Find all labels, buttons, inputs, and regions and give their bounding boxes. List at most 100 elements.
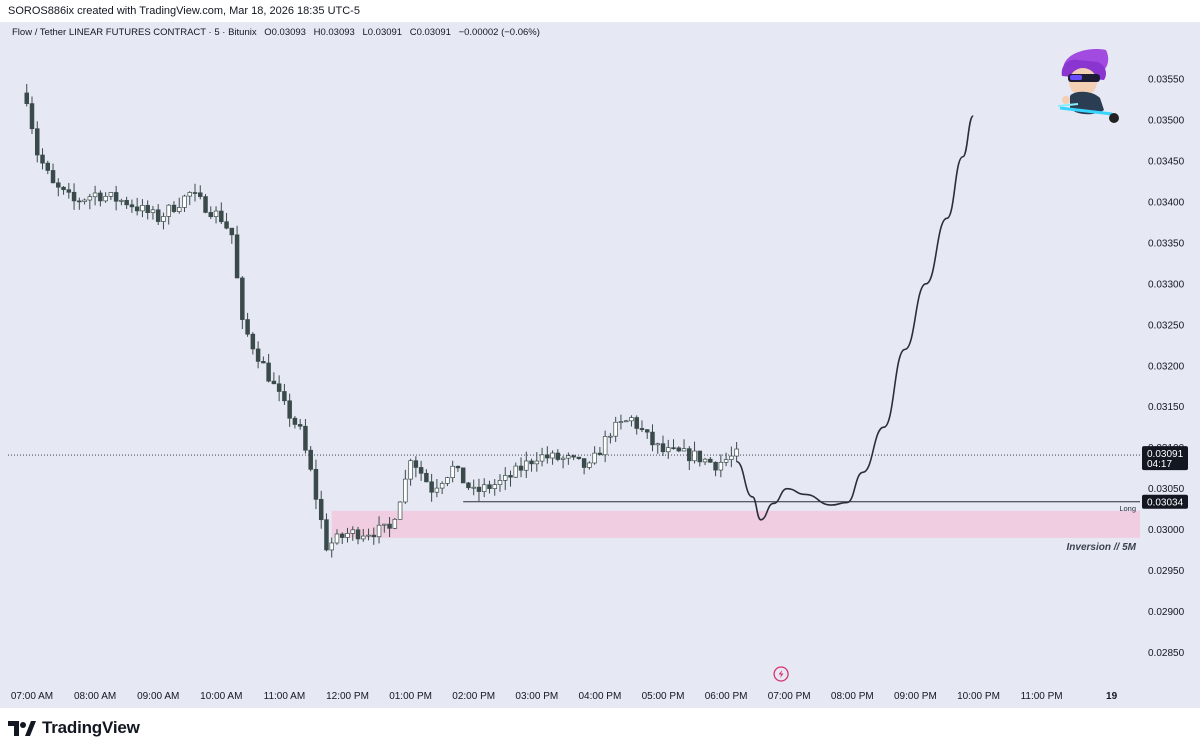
candle-body [24,92,29,104]
y-tick-label: 0.03000 [1148,525,1185,536]
candle-body [539,454,545,462]
candle-body [429,481,434,493]
candle-body [503,475,508,481]
y-tick-label: 0.03550 [1148,75,1185,86]
x-tick-label: 05:00 PM [642,691,685,702]
long-price-value: 0.03034 [1147,497,1184,508]
candle-body [219,210,224,223]
y-tick-label: 0.03050 [1148,484,1185,495]
candle-body [692,450,697,462]
candle-body [413,460,419,468]
candle-body [713,461,718,471]
chart-area[interactable] [0,22,1200,708]
candle-body [597,452,603,456]
candle-body [266,362,271,382]
x-tick-label: 06:00 PM [705,691,748,702]
candle-body [245,319,250,335]
legend-open: O0.03093 [264,27,306,38]
candle-body [634,417,639,429]
candle-body [481,484,487,492]
candle-body [208,212,214,218]
candle-body [529,460,534,465]
candle-body [618,421,624,423]
candle-body [366,534,371,537]
y-tick-label: 0.03150 [1148,402,1185,413]
y-tick-label: 0.03350 [1148,238,1185,249]
candle-body [687,448,692,462]
projection-path [736,115,975,521]
candle-body [145,205,150,213]
candle-body [555,452,561,460]
candle-body [77,200,82,203]
candle-body [334,533,340,544]
x-tick-label: 07:00 PM [768,691,811,702]
candle-body [361,535,366,540]
x-tick-label: 10:00 PM [957,691,1000,702]
candle-body [723,459,729,463]
candle-body [35,128,40,156]
chart-credit-text: SOROS886ix created with TradingView.com,… [8,5,360,17]
symbol-name[interactable]: Flow / Tether LINEAR FUTURES CONTRACT · … [12,27,257,38]
candle-body [87,196,93,201]
candle-body [671,447,676,450]
y-tick-label: 0.03200 [1148,361,1185,372]
x-tick-label: 04:00 PM [578,691,621,702]
symbol-legend[interactable]: Flow / Tether LINEAR FUTURES CONTRACT · … [12,27,540,38]
candle-body [155,209,161,222]
candle-body [345,533,350,538]
candle-body [571,455,576,458]
x-tick-label: 07:00 AM [11,691,53,702]
candle-body [213,210,219,218]
candle-body [387,523,392,529]
candle-body [376,524,382,538]
candle-body [113,192,119,202]
candle-body [655,443,660,446]
last-price-tag [1142,446,1188,471]
candle-body [392,518,398,529]
long-label: Long [1119,504,1136,513]
candle-body [424,472,429,483]
x-tick-label: 19 [1106,691,1118,702]
x-tick-label: 10:00 AM [200,691,242,702]
candle-body [697,450,703,463]
x-tick-label: 08:00 AM [74,691,116,702]
candle-body [182,195,187,208]
candle-body [660,443,666,453]
candle-body [702,458,708,463]
candle-body [292,417,298,425]
legend-close: C0.03091 [409,27,451,38]
candle-body [492,484,497,489]
candle-body [508,475,513,478]
candle-body [82,199,87,202]
chart-footer [0,708,1200,752]
y-tick-label: 0.03400 [1148,197,1185,208]
candle-body [708,458,713,463]
x-tick-label: 01:00 PM [389,691,432,702]
x-tick-label: 08:00 PM [831,691,874,702]
price-chart[interactable]: 0.03550 0.03500 0.03450 0.03400 0.03350 0.033… [0,0,1200,708]
candle-body [439,483,445,489]
x-tick-label: 02:00 PM [452,691,495,702]
candle-body [29,103,35,130]
candle-body [240,277,245,320]
candle-body [650,431,655,446]
y-tick-label: 0.02900 [1148,607,1185,618]
candle-body [71,191,77,202]
candle-body [718,461,724,471]
candle-body [119,200,124,202]
candle-body [629,417,634,422]
inversion-zone [331,510,1141,538]
x-tick-label: 12:00 PM [326,691,369,702]
candle-body [287,400,292,419]
avatar-sticker [1057,49,1119,123]
candle-body [329,542,334,551]
legend-high: H0.03093 [313,27,355,38]
tradingview-logo[interactable]: TradingView [8,717,140,739]
candle-body [623,420,629,423]
candle-body [56,182,61,188]
candle-body [176,207,182,212]
candle-body [518,465,524,471]
candle-body [250,333,256,350]
candle-body [587,462,592,468]
candle-body [613,421,618,437]
